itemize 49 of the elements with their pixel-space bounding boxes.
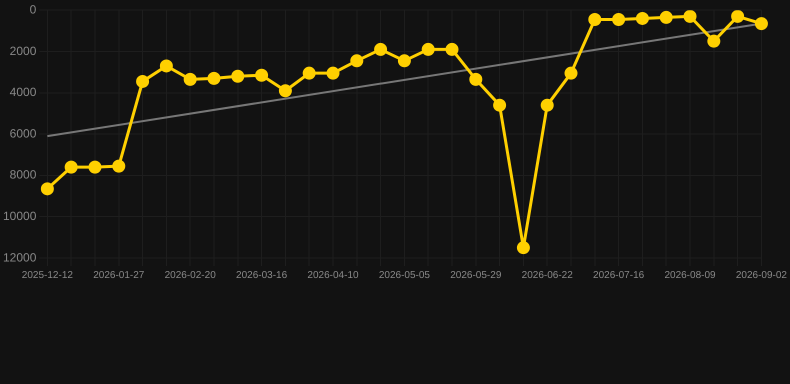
point (493, 98, 506, 112)
y-tick-label: 2000 (10, 44, 37, 58)
point (88, 160, 102, 174)
x-tick-label: 2026-05-05 (378, 270, 430, 281)
point (184, 72, 197, 86)
point (731, 10, 744, 23)
y-tick-label: 4000 (10, 85, 37, 100)
point (516, 241, 530, 254)
point (398, 54, 411, 68)
point (302, 66, 316, 80)
point (112, 160, 126, 173)
point (231, 70, 244, 83)
x-tick-label: 2026-08-09 (664, 270, 716, 281)
point (374, 42, 388, 56)
point (326, 66, 340, 80)
point (564, 66, 578, 80)
point (255, 68, 268, 82)
point (40, 182, 54, 196)
point (350, 54, 364, 68)
y-tick-label: 6000 (10, 126, 37, 140)
point (64, 160, 78, 174)
point (636, 12, 649, 25)
y-tick-label: 12000 (2, 250, 37, 264)
point (136, 74, 150, 88)
point (754, 17, 768, 30)
point (207, 72, 220, 85)
x-tick-label: 2026-04-10 (307, 270, 360, 281)
point (707, 34, 720, 48)
x-tick-label: 2026-09-02 (736, 270, 788, 281)
x-tick-label: 2026-06-22 (522, 270, 574, 281)
x-tick-label: 2026-02-20 (164, 270, 216, 281)
point (446, 42, 458, 56)
point (684, 10, 697, 23)
x-tick-label: 2025-12-12 (22, 270, 74, 281)
point (422, 42, 435, 56)
x-tick-label: 2026-05-29 (450, 270, 502, 281)
x-tick-label: 2026-01-27 (93, 270, 145, 281)
x-tick-label: 2026-07-16 (593, 270, 645, 281)
point (588, 12, 602, 26)
point (469, 72, 482, 86)
point (612, 12, 626, 26)
point (540, 98, 554, 112)
y-tick-label: 10000 (2, 209, 37, 224)
point (278, 84, 292, 98)
point (160, 59, 173, 72)
x-tick-label: 2026-03-16 (236, 270, 288, 281)
y-tick-label: 8000 (10, 168, 37, 182)
point (660, 10, 673, 24)
y-tick-label: 0 (30, 2, 37, 17)
